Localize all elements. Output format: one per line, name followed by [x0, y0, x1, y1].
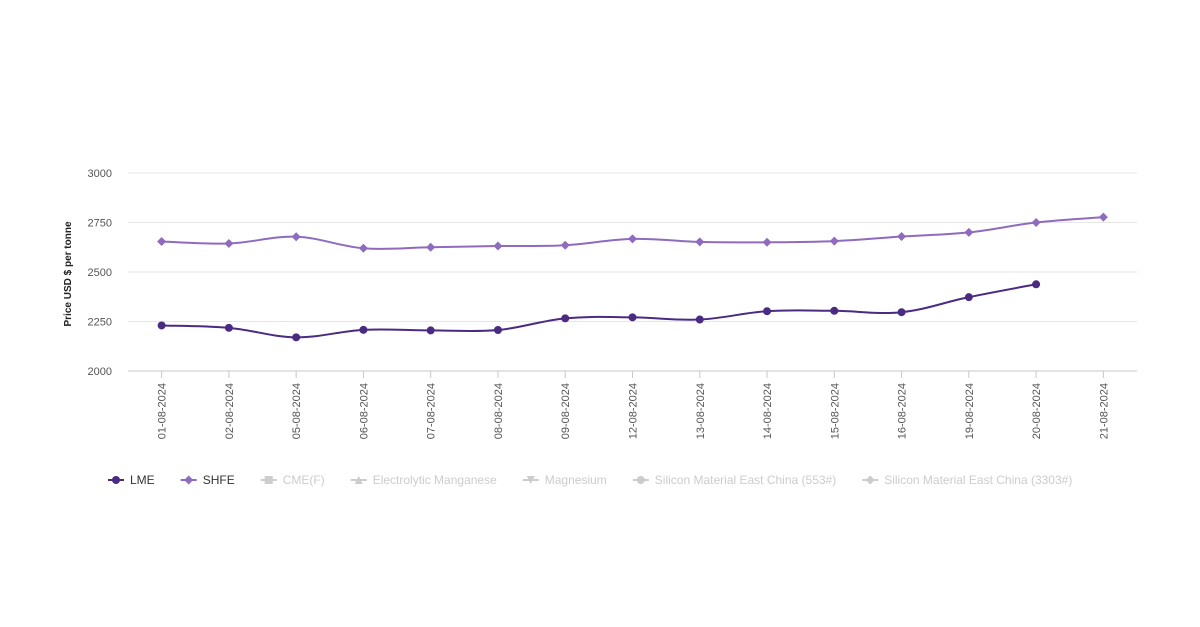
x-tick-label: 02-08-2024	[224, 383, 236, 439]
data-point-lme	[224, 323, 233, 332]
data-point-lme	[830, 306, 839, 315]
data-point-lme	[763, 307, 772, 316]
series-layer	[157, 212, 1108, 342]
data-point-shfe	[897, 232, 907, 242]
data-point-shfe	[829, 236, 839, 246]
x-axis-ticks: 01-08-2024 02-08-2024 05-08-2024 06-08-2024…	[157, 371, 1110, 439]
series-shfe	[157, 212, 1108, 253]
data-point-lme	[493, 326, 502, 335]
x-tick-label: 20-08-2024	[1031, 383, 1043, 439]
legend-symbol-icon	[112, 476, 120, 484]
x-tick-label: 13-08-2024	[695, 383, 707, 439]
x-tick-label: 21-08-2024	[1098, 383, 1110, 439]
legend-item-silicon-material-east-china-553[interactable]: Silicon Material East China (553#)	[632, 473, 836, 487]
data-point-shfe	[358, 243, 368, 253]
data-point-lme	[292, 333, 301, 342]
x-tick-label: 19-08-2024	[964, 383, 976, 439]
y-tick-label: 2250	[88, 317, 112, 329]
y-tick-label: 3000	[88, 168, 112, 180]
legend-label: SHFE	[203, 473, 235, 487]
data-point-shfe	[426, 242, 436, 252]
data-point-lme	[628, 313, 637, 322]
x-tick-label: 08-08-2024	[493, 383, 505, 439]
data-point-lme	[561, 314, 570, 323]
legend[interactable]: LME SHFE CME(F) Electrolytic Manganese Magne…	[108, 473, 1072, 487]
x-tick-label: 16-08-2024	[897, 383, 909, 439]
x-tick-label: 05-08-2024	[291, 383, 303, 439]
series-line-shfe	[161, 216, 1104, 250]
legend-label: CME(F)	[283, 473, 325, 487]
x-tick-label: 14-08-2024	[762, 383, 774, 439]
data-point-lme	[897, 308, 906, 317]
legend-label: Silicon Material East China (553#)	[655, 473, 836, 487]
legend-label: Magnesium	[545, 473, 607, 487]
data-point-shfe	[493, 241, 503, 251]
y-tick-label: 2500	[88, 267, 112, 279]
data-point-lme	[359, 325, 368, 334]
x-tick-label: 07-08-2024	[426, 383, 438, 439]
y-tick-label: 2750	[88, 218, 112, 230]
data-point-shfe	[291, 232, 301, 242]
legend-label: Electrolytic Manganese	[373, 473, 497, 487]
legend-label: Silicon Material East China (3303#)	[884, 473, 1072, 487]
data-point-shfe	[560, 240, 570, 250]
data-point-lme	[157, 321, 166, 330]
legend-item-lme[interactable]: LME	[108, 473, 155, 487]
legend-symbol-icon	[526, 476, 535, 484]
data-point-shfe	[1031, 218, 1041, 227]
legend-item-silicon-material-east-china-3303[interactable]: Silicon Material East China (3303#)	[862, 473, 1072, 487]
data-point-shfe	[695, 237, 705, 247]
series-line-lme	[161, 283, 1037, 339]
legend-symbol-icon	[184, 475, 194, 485]
data-point-lme	[964, 293, 973, 302]
y-axis-ticks: 2000 2250 2500 2750 3000	[88, 168, 112, 378]
data-point-shfe	[762, 237, 772, 247]
data-point-shfe	[1098, 212, 1108, 222]
legend-item-electrolytic-manganese[interactable]: Electrolytic Manganese	[350, 473, 497, 487]
y-tick-label: 2000	[88, 366, 112, 378]
data-point-shfe	[157, 237, 167, 247]
data-point-shfe	[964, 227, 974, 237]
legend-item-shfe[interactable]: SHFE	[180, 473, 235, 487]
legend-symbol-icon	[636, 476, 645, 484]
data-point-shfe	[224, 238, 234, 248]
legend-symbol-icon	[264, 476, 273, 484]
legend-symbol-icon	[354, 476, 363, 484]
legend-symbol-icon	[865, 475, 875, 485]
series-lme	[157, 280, 1041, 342]
data-point-lme	[695, 315, 704, 324]
data-point-lme	[1032, 280, 1041, 289]
grid-lines	[128, 172, 1137, 372]
data-point-lme	[426, 326, 435, 335]
legend-item-magnesium[interactable]: Magnesium	[522, 473, 607, 487]
legend-item-cme-f[interactable]: CME(F)	[260, 473, 325, 487]
y-axis-label: Price USD $ per tonne	[63, 221, 74, 326]
x-tick-label: 06-08-2024	[358, 383, 370, 439]
x-tick-label: 12-08-2024	[628, 383, 640, 439]
x-tick-label: 01-08-2024	[157, 383, 169, 439]
x-tick-label: 15-08-2024	[829, 383, 841, 439]
data-point-shfe	[628, 234, 637, 244]
x-tick-label: 09-08-2024	[560, 383, 572, 439]
legend-label: LME	[130, 473, 155, 487]
